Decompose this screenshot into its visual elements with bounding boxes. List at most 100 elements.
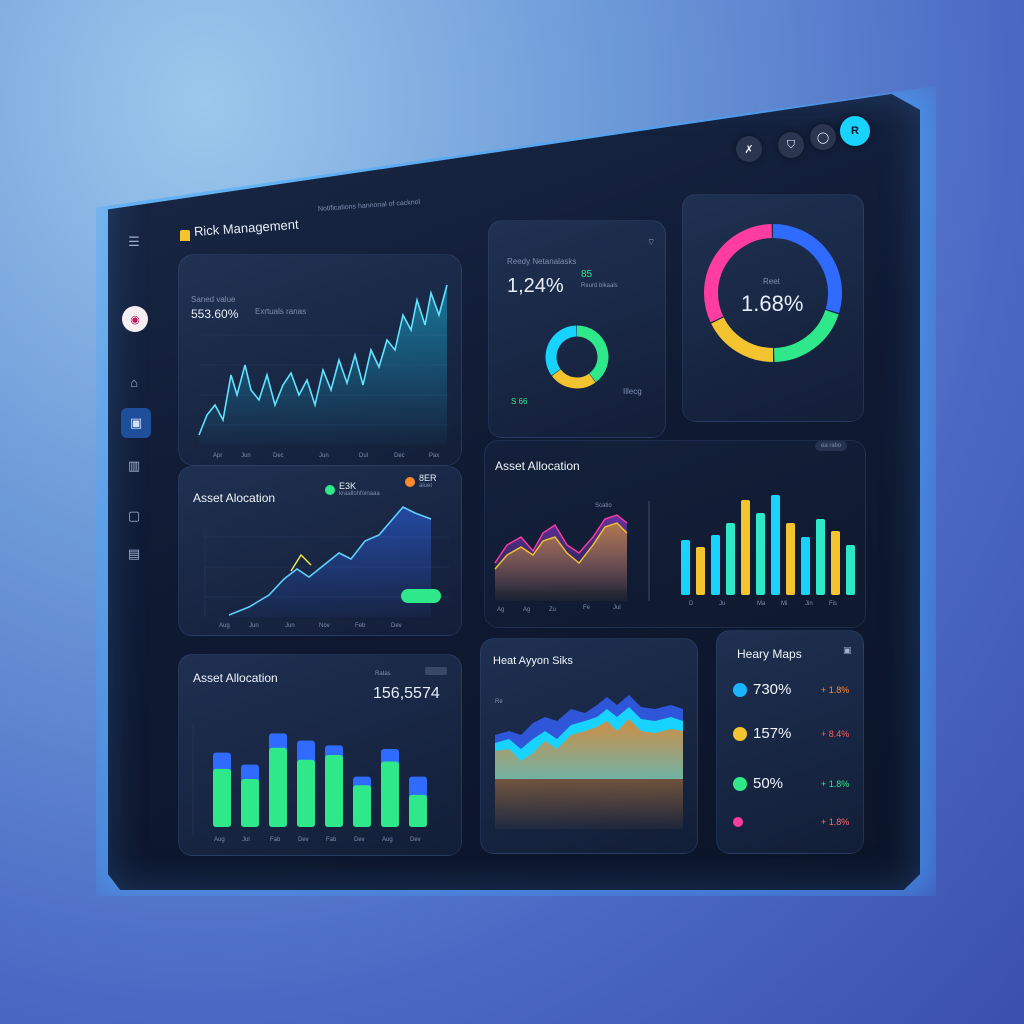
heat-maps-row-dot <box>733 727 747 741</box>
right-bar <box>801 537 810 595</box>
stack-bar-bottom <box>353 785 371 827</box>
mid-area-svg: Ag Ag Zu Fe Jul D Ju Ma Mi Jin Fis <box>494 495 855 613</box>
line-chart-area <box>199 285 447 445</box>
stack-bar-bottom <box>381 761 399 827</box>
asset-allocation-bars-title: Asset Allocation <box>193 671 278 685</box>
mid-area-line-pink <box>494 514 628 564</box>
area-line-tick: Jun <box>285 623 295 629</box>
heat-maps-row-dot <box>733 777 747 791</box>
right-bar <box>786 523 795 595</box>
small-donut-value: 1,24% <box>507 275 564 297</box>
heat-maps-row-delta: + 8.4% <box>821 729 850 739</box>
app-logo-icon <box>180 230 190 241</box>
area-line-button[interactable] <box>401 589 441 603</box>
dashboard-icon[interactable]: ▣ <box>121 408 151 438</box>
heat-area-orange <box>495 719 683 829</box>
small-donut-svg <box>545 325 609 389</box>
line-chart-tick: Dec <box>273 453 284 459</box>
mid-tick-left: Fe <box>583 605 591 611</box>
asset-allocation-mid-label: Scatio <box>595 503 612 509</box>
area-line-tick: Nov <box>319 623 330 629</box>
chart-icon[interactable]: ▥ <box>127 458 141 473</box>
mid-area-line-yellow <box>494 522 628 570</box>
user-avatar[interactable]: R <box>840 116 870 146</box>
menu-icon[interactable]: ☰ <box>128 234 140 249</box>
wifi-icon[interactable]: ⌔ <box>647 237 656 247</box>
small-donut-badge-sub: Reurd blkaals <box>581 283 618 289</box>
small-donut-panel: Reedy Netanalasks 1,24% 85 Reurd blkaals… <box>488 220 666 438</box>
right-bar <box>681 540 690 595</box>
stack-bar-tick: Aug <box>382 837 393 843</box>
right-bar <box>711 535 720 595</box>
heat-maps-row-dot <box>733 683 747 697</box>
small-donut-badge: 85 <box>581 269 593 280</box>
line-chart-tick: Pax <box>429 453 439 459</box>
asset-allocation-bars-panel: Asset Allocation Ratas 156,5574 Aug Jul Fa… <box>178 654 462 856</box>
area-line-title: Asset Alocation <box>193 491 276 505</box>
area-line-tick: Feb <box>355 623 366 629</box>
right-bar <box>726 523 735 595</box>
line-chart-tick: Apr <box>213 453 222 459</box>
area-line-tick: Aug <box>219 623 230 629</box>
heat-maps-settings-icon[interactable]: ▣ <box>843 645 852 655</box>
line-chart-tick: Jun <box>319 453 329 459</box>
app-title: Rick Management <box>193 216 300 239</box>
area-line-svg: Aug Jun Jun Nov Feb Dev <box>204 506 449 629</box>
mid-tick-left: Ag <box>497 607 504 613</box>
asset-allocation-bars-label: Ratas <box>375 671 391 677</box>
legend-2-sub: aluet <box>419 483 433 489</box>
mid-tick-left: Ag <box>523 607 530 613</box>
right-bars-tick: Ju <box>719 601 725 607</box>
big-donut-slice <box>773 309 839 362</box>
area-line-area <box>229 507 431 617</box>
area-line-panel: Asset Alocation E3K kraallohfoinaaa 8ER … <box>178 466 462 636</box>
stack-bar-tick: Fab <box>270 837 281 843</box>
home-icon[interactable]: ⌂ <box>130 374 138 390</box>
heat-maps-row-dot <box>733 817 743 827</box>
avatar-icon[interactable]: ◉ <box>122 306 148 332</box>
right-bars-tick: Fis <box>829 601 837 607</box>
small-donut-label: Reedy Netanalasks <box>507 257 577 266</box>
legend-1: E3K <box>339 481 357 491</box>
x-icon[interactable]: ✗ <box>736 136 762 162</box>
stack-bar-tick: Aug <box>214 837 225 843</box>
heat-maps-row-value: 157% <box>753 725 792 742</box>
right-bar <box>831 531 840 595</box>
asset-allocation-mid-button[interactable]: ea ratio <box>815 441 848 451</box>
small-donut-slice <box>545 325 577 376</box>
dashboard-screen: ☰ ◉ ⌂ ▣ ▥ ▢ ▤ Rick Management Notificati… <box>108 94 920 890</box>
stack-bar-bottom <box>241 779 259 827</box>
line-chart-line <box>198 284 448 436</box>
bars-svg: Aug Jul Fab Dev Fab Dev Aug Dev <box>192 725 427 843</box>
small-donut-slice <box>551 369 596 389</box>
right-bar <box>771 495 780 595</box>
big-donut-slice <box>704 224 773 323</box>
right-bars-tick: Jin <box>805 601 813 607</box>
heat-area-label: Re <box>495 699 503 705</box>
stack-bar-bottom <box>409 794 427 827</box>
line-chart-tick: Dec <box>394 453 405 459</box>
asset-allocation-bars-value: 156,5574 <box>373 685 440 702</box>
asset-allocation-mid-panel: Asset Allocation Scatio ea ratio Ag Ag Z <box>484 440 866 628</box>
heat-maps-row-value: 730% <box>753 681 792 698</box>
building-icon[interactable]: ▤ <box>127 546 141 561</box>
line-chart-panel: Saned value 553.60% Exrtuals ranas Apr J… <box>178 254 462 466</box>
area-line-tick: Dev <box>391 623 402 629</box>
line-chart-svg: Apr Jun Dec Jun Dul Dec Pax <box>198 284 449 459</box>
shield-icon[interactable]: ⛉ <box>778 132 804 158</box>
big-donut-panel: Reet 1.68% <box>682 194 864 422</box>
heat-maps-panel: Heary Maps ▣ 730% + 1.8% 157% + 8.4% 50%… <box>716 630 864 854</box>
legend-2: 8ER <box>419 473 437 483</box>
bell-icon[interactable]: ◯ <box>810 124 836 150</box>
right-bar <box>756 513 765 595</box>
area-line-line <box>228 506 432 616</box>
line-chart-label: Saned value <box>191 295 236 304</box>
area-line-yellow <box>290 553 312 572</box>
heat-maps-row-delta: + 1.8% <box>821 685 850 695</box>
legend-orange-dot <box>405 477 415 487</box>
right-bar <box>846 545 855 595</box>
right-bar <box>741 500 750 595</box>
document-icon[interactable]: ▢ <box>127 508 141 523</box>
line-chart-tick: Jun <box>241 453 251 459</box>
asset-allocation-bars-toggle[interactable] <box>425 667 447 675</box>
